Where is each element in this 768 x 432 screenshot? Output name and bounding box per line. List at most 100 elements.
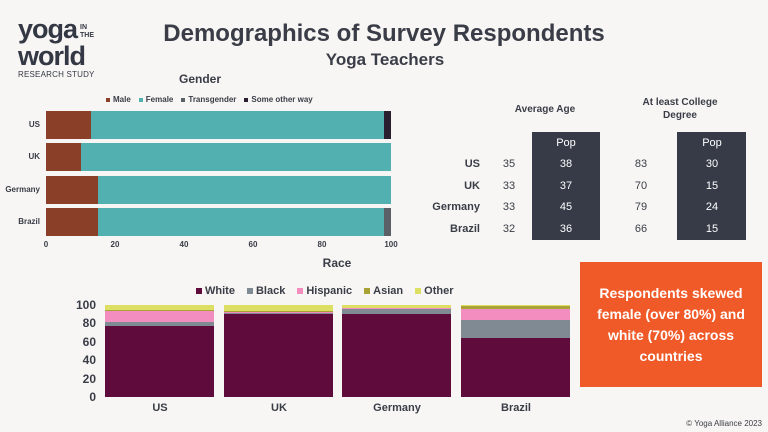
legend-label: Some other way: [251, 95, 313, 104]
bar-segment-black: [461, 319, 570, 339]
bar-segment-other: [461, 305, 570, 306]
race-chart-title: Race: [322, 256, 352, 270]
degree-pop-value: 15: [705, 179, 719, 192]
legend-label: Hispanic: [306, 285, 353, 297]
bar-segment-asian: [105, 309, 214, 311]
legend-item: Black: [246, 285, 286, 297]
row-country: UK: [464, 179, 480, 192]
legend-item: Female: [138, 95, 174, 104]
legend-label: Transgender: [188, 95, 237, 104]
x-tick-label: 40: [179, 240, 189, 249]
legend-label: Asian: [373, 285, 404, 297]
copyright: © Yoga Alliance 2023: [686, 419, 762, 428]
callout-box: Respondents skewed female (over 80%) and…: [580, 262, 762, 387]
bar-segment-male: [46, 143, 81, 171]
gender-chart-title: Gender: [178, 72, 221, 86]
logo-text-world: world: [18, 41, 86, 71]
legend-label: Female: [145, 95, 174, 104]
legend-label: Other: [424, 285, 454, 297]
legend-swatch: [415, 288, 422, 295]
bar-segment-white: [342, 314, 451, 397]
degree-value: 66: [634, 222, 648, 235]
gender-legend: Male Female Transgender Some other way: [106, 95, 313, 104]
bar-segment-transgender: [384, 208, 391, 236]
bar-segment-hispanic: [224, 312, 333, 314]
y-tick-label: 60: [82, 334, 96, 349]
logo-text: yoga: [18, 14, 78, 44]
legend-swatch: [244, 97, 249, 102]
row-country: Brazil: [450, 222, 480, 235]
bar-segment-male: [46, 111, 91, 139]
legend-label: Black: [255, 285, 286, 297]
legend-label: Male: [113, 95, 131, 104]
degree-pop-value: 30: [705, 158, 719, 170]
x-tick-label: 100: [384, 240, 398, 249]
legend-swatch: [138, 97, 143, 102]
legend-swatch: [181, 97, 186, 102]
bar-segment-asian: [224, 310, 333, 313]
y-tick-label: 20: [82, 371, 96, 386]
legend-item: White: [196, 285, 235, 297]
legend-item: Transgender: [181, 95, 236, 104]
category-label: UK: [28, 152, 40, 161]
age-value: 32: [502, 222, 516, 235]
bar-segment-female: [97, 208, 385, 236]
pop-label: Pop: [702, 137, 722, 149]
age-header: Average Age: [514, 104, 576, 115]
bar-segment-female: [90, 111, 385, 139]
x-tick-label: 0: [43, 240, 49, 249]
bar-segment-black: [224, 313, 333, 315]
page-title: Demographics of Survey Respondents: [163, 20, 605, 47]
legend-swatch: [364, 288, 371, 295]
bar-segment-female: [80, 143, 391, 171]
bar-segment-hispanic: [105, 310, 214, 322]
category-label: Germany: [5, 185, 40, 194]
bar-segment-black: [342, 308, 451, 315]
bar-segment-black: [105, 321, 214, 327]
degree-value: 70: [634, 179, 648, 192]
bar-segment-hispanic: [461, 308, 570, 320]
category-label: US: [28, 120, 40, 129]
row-country: Germany: [432, 201, 480, 213]
logo-subtext: RESEARCH STUDY: [18, 70, 95, 79]
y-tick-label: 80: [82, 316, 96, 331]
bar-segment-hispanic: [342, 307, 451, 309]
degree-pop-value: 15: [705, 222, 719, 235]
bar-segment-male: [46, 176, 98, 204]
bar-segment-other: [224, 305, 333, 311]
age-pop-value: 36: [559, 222, 573, 235]
category-label: Germany: [373, 402, 421, 414]
legend-swatch: [246, 288, 253, 295]
category-label: Brazil: [501, 402, 531, 414]
legend-swatch: [196, 288, 202, 295]
bar-segment-male: [46, 208, 98, 236]
degree-header: At least College Degree: [642, 97, 718, 121]
bar-segment-asian: [461, 305, 570, 309]
degree-value: 79: [634, 201, 648, 213]
age-value: 33: [502, 201, 516, 213]
bar-segment-female: [97, 176, 391, 204]
race-legend: White Black Hispanic Asian Other: [196, 285, 453, 297]
category-label: Brazil: [18, 217, 40, 226]
y-tick-label: 0: [89, 390, 96, 404]
age-pop-value: 38: [559, 158, 573, 170]
age-pop-column: [532, 132, 600, 240]
legend-item: Asian: [364, 285, 403, 297]
degree-pop-value: 24: [705, 201, 719, 213]
legend-swatch: [106, 97, 110, 102]
legend-item: Hispanic: [297, 285, 352, 297]
bar-segment-white: [461, 338, 570, 397]
y-tick-label: 100: [75, 298, 96, 312]
bar-segment-white: [105, 326, 214, 397]
legend-swatch: [297, 288, 304, 295]
page-subtitle: Yoga Teachers: [325, 50, 445, 69]
age-pop-value: 45: [559, 201, 573, 213]
logo-text-small: IN THE: [80, 24, 95, 39]
degree-value: 83: [634, 158, 648, 170]
legend-item: Other: [415, 285, 453, 297]
row-country: US: [464, 158, 480, 170]
x-tick-label: 20: [110, 240, 120, 249]
y-tick-label: 40: [82, 353, 96, 368]
bar-segment-white: [224, 314, 333, 397]
legend-item: Male: [106, 95, 131, 104]
